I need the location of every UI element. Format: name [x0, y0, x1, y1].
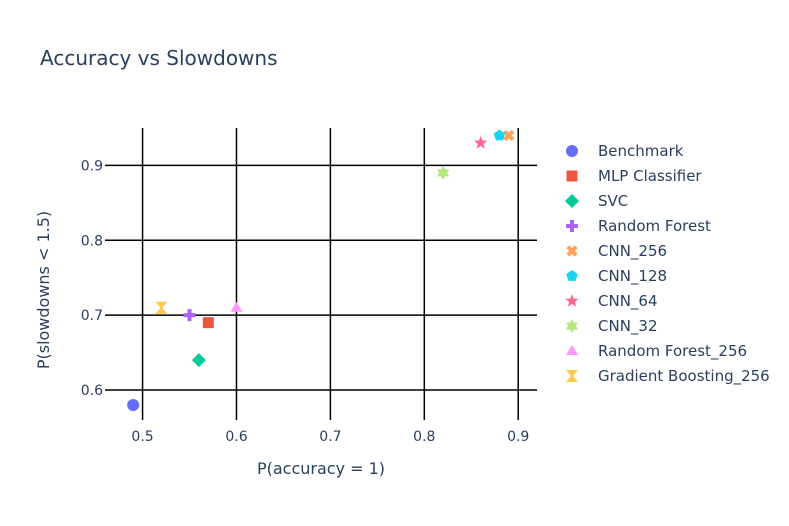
legend-marker	[566, 245, 578, 257]
data-point	[503, 129, 515, 142]
data-point	[437, 165, 450, 180]
chart-title: Accuracy vs Slowdowns	[40, 46, 278, 70]
legend-marker	[566, 370, 578, 382]
x-tick-label: 0.9	[507, 429, 529, 445]
data-point	[191, 353, 206, 368]
legend-label: MLP Classifier	[598, 167, 702, 185]
legend-label: Random Forest_256	[598, 342, 747, 361]
data-point	[127, 399, 140, 412]
x-tick-label: 0.8	[413, 429, 435, 445]
legend-label: CNN_256	[598, 242, 667, 261]
data-point	[493, 129, 506, 141]
y-tick-label: 0.6	[81, 383, 103, 399]
data-point	[155, 301, 168, 314]
data-point	[202, 317, 214, 329]
x-tick-label: 0.7	[319, 429, 341, 445]
x-tick-label: 0.5	[131, 429, 153, 445]
y-tick-label: 0.9	[81, 158, 103, 174]
legend-label: CNN_32	[598, 317, 658, 336]
data-point	[473, 135, 488, 149]
legend-marker	[566, 170, 578, 182]
legend: Benchmark MLP Classifier SVC Random Forest C…	[565, 142, 770, 386]
legend-marker	[566, 220, 578, 232]
legend-marker	[566, 345, 578, 355]
tick-labels: 0.5 0.6 0.7 0.8 0.9 0.6 0.7 0.8 0.9	[81, 158, 530, 445]
y-tick-label: 0.8	[81, 233, 103, 249]
x-tick-label: 0.6	[225, 429, 247, 445]
legend-label: Gradient Boosting_256	[598, 367, 770, 386]
legend-marker	[565, 194, 579, 208]
legend-label: CNN_128	[598, 267, 667, 286]
legend-label: Benchmark	[598, 142, 684, 160]
legend-marker	[565, 294, 579, 307]
data-point	[230, 301, 243, 312]
legend-marker	[565, 319, 579, 333]
legend-label: SVC	[598, 192, 628, 210]
grid	[105, 128, 537, 420]
y-axis-label: P(slowdowns < 1.5)	[34, 211, 53, 369]
data-points	[127, 129, 515, 412]
legend-marker	[566, 145, 578, 157]
x-axis-label: P(accuracy = 1)	[257, 459, 385, 478]
legend-label: CNN_64	[598, 292, 658, 311]
data-point	[183, 309, 196, 322]
legend-label: Random Forest	[598, 217, 711, 235]
y-tick-label: 0.7	[81, 308, 103, 324]
legend-marker	[566, 270, 578, 281]
